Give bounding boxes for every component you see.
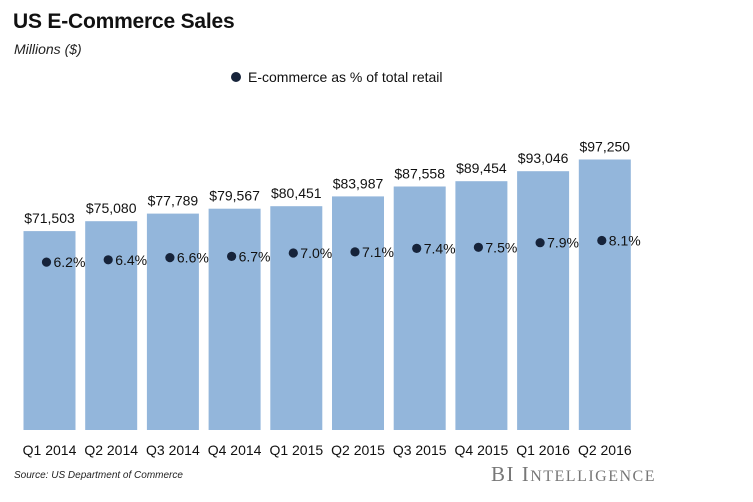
pct-dot-8 [535, 238, 545, 248]
bar-value-label-7: $89,454 [456, 160, 507, 176]
x-tick-label-5: Q2 2015 [331, 442, 385, 458]
bar-5 [332, 196, 384, 430]
pct-label-5: 7.1% [362, 244, 394, 260]
bar-value-label-5: $83,987 [333, 175, 384, 191]
pct-dot-3 [227, 251, 237, 261]
bar-value-label-1: $75,080 [86, 200, 137, 216]
pct-dot-4 [288, 248, 298, 258]
bar-value-label-4: $80,451 [271, 185, 322, 201]
bar-3 [208, 208, 261, 430]
x-tick-label-1: Q2 2014 [84, 442, 138, 458]
pct-dot-9 [597, 235, 607, 246]
pct-label-6: 7.4% [424, 240, 456, 256]
bar-value-label-3: $79,567 [209, 188, 260, 204]
pct-dot-1 [103, 255, 113, 265]
pct-dot-5 [350, 247, 360, 257]
x-tick-label-4: Q1 2015 [269, 442, 323, 458]
legend-label: E-commerce as % of total retail [248, 69, 443, 85]
bar-1 [85, 221, 138, 430]
x-tick-label-7: Q4 2015 [455, 442, 509, 458]
source-note: Source: US Department of Commerce [14, 470, 183, 481]
brand-word-rest: NTELLIGENCE [530, 468, 656, 485]
pct-label-4: 7.0% [300, 245, 332, 261]
legend-marker-dot [231, 72, 241, 82]
bar-value-label-2: $77,789 [148, 193, 199, 209]
pct-dot-6 [412, 243, 422, 253]
brand-word-first: I [521, 462, 531, 486]
pct-label-7: 7.5% [485, 239, 517, 255]
bar-8 [517, 171, 570, 430]
bar-value-label-8: $93,046 [518, 150, 569, 166]
x-tick-label-0: Q1 2014 [23, 442, 77, 458]
x-tick-label-3: Q4 2014 [208, 442, 262, 458]
bar-value-label-6: $87,558 [394, 166, 445, 182]
bar-2 [146, 213, 199, 430]
pct-label-3: 6.7% [239, 248, 271, 264]
x-tick-label-9: Q2 2016 [578, 442, 632, 458]
x-tick-label-8: Q1 2016 [516, 442, 570, 458]
pct-label-2: 6.6% [177, 250, 209, 266]
pct-dot-2 [165, 253, 175, 263]
pct-label-9: 8.1% [609, 233, 641, 249]
pct-dot-7 [473, 242, 483, 252]
x-tick-label-6: Q3 2015 [393, 442, 447, 458]
bar-value-label-9: $97,250 [579, 139, 630, 155]
brand-initials: BI [490, 462, 515, 486]
chart-subtitle: Millions ($) [14, 41, 82, 57]
bar-4 [270, 206, 323, 430]
pct-label-0: 6.2% [54, 254, 86, 270]
pct-label-1: 6.4% [115, 252, 147, 268]
bar-6 [393, 186, 446, 430]
chart-legend: E-commerce as % of total retail [231, 69, 443, 85]
chart-title: US E-Commerce Sales [13, 10, 235, 33]
bar-7 [455, 181, 508, 430]
brand-logo: BI INTELLIGENCE [491, 462, 656, 487]
pct-label-8: 7.9% [547, 235, 579, 251]
bar-value-label-0: $71,503 [24, 210, 75, 226]
pct-dot-0 [41, 257, 52, 267]
bar-9 [578, 159, 631, 430]
x-tick-label-2: Q3 2014 [146, 442, 200, 458]
